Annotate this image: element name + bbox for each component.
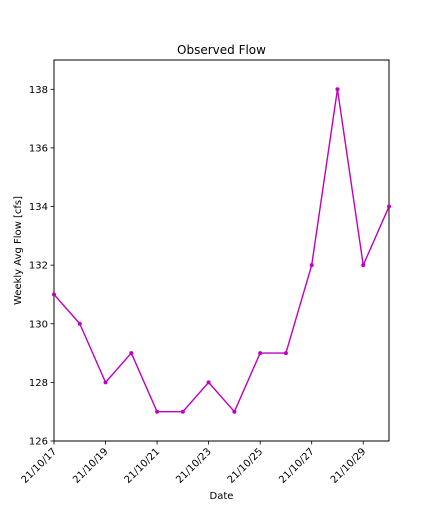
y-axis-ticks: 126 128 130 132 134 136 138	[29, 85, 54, 448]
y-axis-label: Weekly Avg Flow [cfs]	[13, 196, 24, 305]
data-point	[206, 380, 211, 385]
data-point	[232, 409, 237, 414]
data-point	[129, 351, 134, 356]
data-point	[361, 263, 366, 268]
y-tick-label: 126	[29, 437, 48, 448]
x-axis-label: Date	[210, 491, 234, 502]
chart-title: Observed Flow	[177, 43, 266, 57]
y-tick-label: 136	[29, 143, 48, 154]
series-line	[53, 88, 390, 413]
y-tick-label: 132	[29, 261, 48, 272]
x-tick-label: 21/10/29	[329, 446, 369, 486]
data-point	[52, 292, 56, 297]
series-layer	[52, 87, 391, 414]
x-axis-ticks: 21/10/17 21/10/19 21/10/21 21/10/23 21/10/25…	[20, 441, 369, 486]
x-tick-label: 21/10/27	[277, 446, 317, 486]
plot-area-frame	[53, 59, 390, 442]
data-point	[258, 351, 263, 356]
x-tick-label: 21/10/19	[71, 446, 111, 486]
data-point	[103, 380, 108, 385]
data-point	[283, 351, 288, 356]
x-tick-label: 21/10/25	[226, 446, 266, 486]
x-tick-label: 21/10/23	[174, 446, 214, 486]
y-tick-label: 138	[29, 85, 48, 96]
data-point	[180, 409, 185, 414]
data-point	[335, 87, 340, 92]
y-tick-label: 128	[29, 378, 48, 389]
y-tick-label: 130	[29, 319, 48, 330]
x-tick-label: 21/10/17	[20, 446, 60, 486]
data-point	[309, 263, 314, 268]
y-tick-label: 134	[29, 202, 48, 213]
data-point	[155, 409, 160, 414]
data-point	[387, 204, 391, 209]
x-tick-label: 21/10/21	[123, 446, 163, 486]
data-point	[77, 321, 82, 326]
